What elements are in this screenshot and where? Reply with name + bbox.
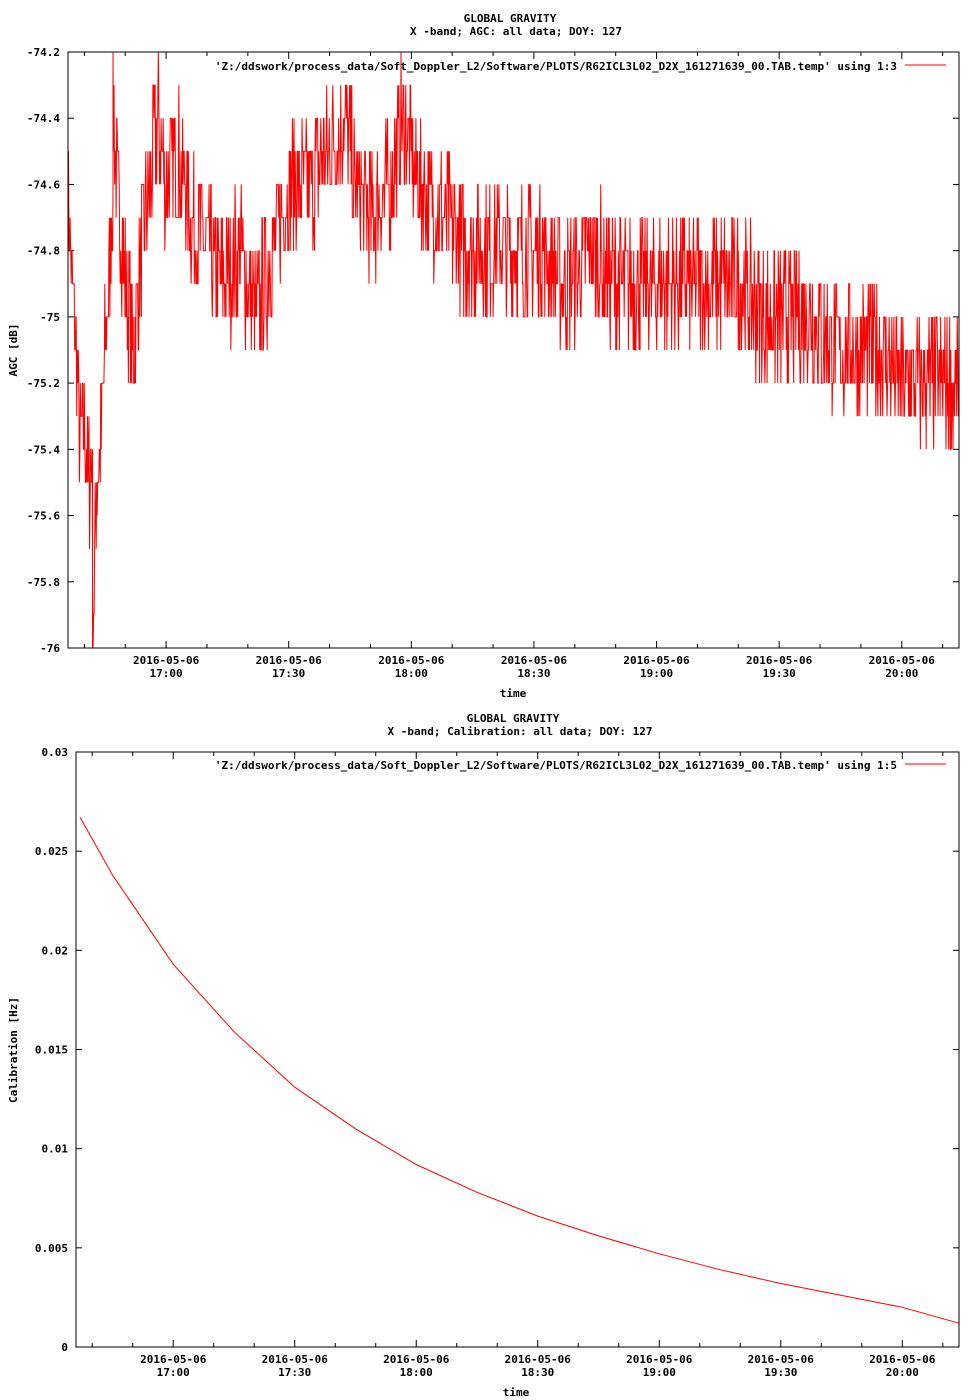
agc-x-tick-time: 17:00: [150, 667, 183, 680]
agc-chart-subtitle: X -band; AGC: all data; DOY: 127: [410, 25, 622, 38]
agc-chart-title: GLOBAL GRAVITY: [464, 12, 557, 25]
agc-x-tick-date: 2016-05-06: [746, 654, 813, 667]
agc-y-axis-label: AGC [dB]: [7, 324, 20, 377]
calibration-legend: 'Z:/ddswork/process_data/Soft_Doppler_L2…: [215, 759, 946, 772]
calibration-x-tick-date: 2016-05-06: [140, 1353, 207, 1366]
calibration-x-tick-date: 2016-05-06: [262, 1353, 329, 1366]
agc-y-tick-label: -75.6: [27, 510, 60, 523]
agc-x-tick-date: 2016-05-06: [501, 654, 568, 667]
calibration-legend-label: 'Z:/ddswork/process_data/Soft_Doppler_L2…: [215, 759, 897, 772]
calibration-x-tick-date: 2016-05-06: [505, 1353, 572, 1366]
calibration-y-tick-label: 0.015: [35, 1044, 68, 1057]
agc-y-tick-label: -74.8: [27, 245, 60, 258]
agc-y-tick-label: -76: [40, 642, 60, 655]
agc-y-tick-label: -75.2: [27, 377, 60, 390]
calibration-x-tick-date: 2016-05-06: [383, 1353, 450, 1366]
calibration-x-tick-time: 19:00: [643, 1366, 676, 1379]
agc-x-tick-date: 2016-05-06: [623, 654, 690, 667]
calibration-plot-frame: [75, 751, 960, 1348]
agc-x-tick-time: 20:00: [885, 667, 918, 680]
agc-x-tick-time: 19:00: [640, 667, 673, 680]
agc-legend-label: 'Z:/ddswork/process_data/Soft_Doppler_L2…: [215, 60, 897, 73]
agc-series-group: [67, 51, 960, 649]
agc-x-tick-date: 2016-05-06: [869, 654, 936, 667]
agc-y-tick-label: -74.2: [27, 46, 60, 59]
agc-y-tick-label: -75: [40, 311, 60, 324]
calibration-y-axis: 0.03 0.025 0.02 0.015 0.01 0.005 0: [35, 746, 959, 1354]
calibration-x-axis-label: time: [503, 1386, 530, 1399]
calibration-y-tick-label: 0.005: [35, 1242, 68, 1255]
agc-x-axis: 2016-05-0617:002016-05-0617:302016-05-06…: [83, 52, 944, 680]
calibration-chart-title: GLOBAL GRAVITY: [467, 712, 560, 725]
calibration-y-axis-label: Calibration [Hz]: [7, 997, 20, 1103]
agc-x-tick-time: 17:30: [272, 667, 305, 680]
calibration-x-axis: 2016-05-0617:002016-05-0617:302016-05-06…: [91, 752, 944, 1379]
agc-y-tick-label: -74.4: [27, 112, 60, 125]
agc-x-tick-time: 18:30: [517, 667, 550, 680]
calibration-chart: GLOBAL GRAVITY X -band; Calibration: all…: [7, 712, 960, 1399]
agc-x-tick-time: 18:00: [395, 667, 428, 680]
agc-x-tick-time: 19:30: [763, 667, 796, 680]
calibration-y-tick-label: 0.02: [42, 944, 69, 957]
agc-y-tick-label: -74.6: [27, 178, 60, 191]
agc-plot-frame: [67, 51, 960, 649]
agc-y-tick-label: -75.4: [27, 443, 60, 456]
calibration-y-tick-label: 0.03: [42, 746, 69, 759]
calibration-x-tick-date: 2016-05-06: [869, 1353, 936, 1366]
calibration-x-tick-time: 17:30: [278, 1366, 311, 1379]
agc-y-axis: -74.2 -74.4 -74.6 -74.8 -75 -75.2 -75.4 -75.6 -7…: [27, 46, 959, 655]
agc-series-line-0: [67, 51, 960, 649]
calibration-x-tick-time: 18:00: [400, 1366, 433, 1379]
calibration-y-tick-label: 0: [61, 1341, 68, 1354]
calibration-x-tick-time: 20:00: [886, 1366, 919, 1379]
agc-x-tick-date: 2016-05-06: [133, 654, 200, 667]
calibration-series-line-0: [79, 817, 960, 1324]
calibration-series-group: [79, 817, 960, 1324]
calibration-x-tick-time: 18:30: [521, 1366, 554, 1379]
agc-x-axis-label: time: [500, 687, 527, 700]
agc-x-tick-date: 2016-05-06: [256, 654, 323, 667]
calibration-y-tick-label: 0.01: [42, 1143, 69, 1156]
calibration-chart-subtitle: X -band; Calibration: all data; DOY: 127: [388, 725, 653, 738]
calibration-y-tick-label: 0.025: [35, 845, 68, 858]
calibration-x-tick-date: 2016-05-06: [748, 1353, 815, 1366]
calibration-x-tick-time: 17:00: [157, 1366, 190, 1379]
agc-legend: 'Z:/ddswork/process_data/Soft_Doppler_L2…: [215, 60, 946, 73]
calibration-x-tick-time: 19:30: [764, 1366, 797, 1379]
agc-x-tick-date: 2016-05-06: [378, 654, 445, 667]
agc-chart: GLOBAL GRAVITY X -band; AGC: all data; D…: [7, 12, 960, 700]
calibration-x-tick-date: 2016-05-06: [626, 1353, 693, 1366]
agc-y-tick-label: -75.8: [27, 576, 60, 589]
